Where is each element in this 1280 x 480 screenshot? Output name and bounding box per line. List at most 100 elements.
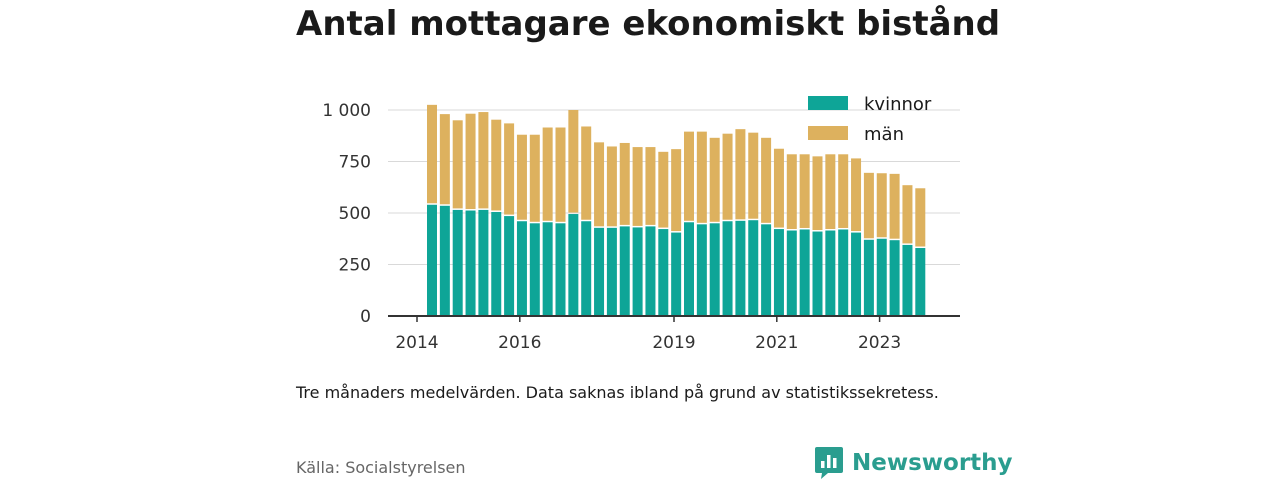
bar-kvinnor	[722, 221, 733, 316]
x-tick-label: 2014	[395, 333, 438, 353]
bar-man	[542, 127, 553, 221]
bar-man	[427, 104, 437, 204]
bar-kvinnor	[812, 231, 823, 316]
bar-kvinnor	[773, 229, 784, 316]
bar-kvinnor	[542, 222, 553, 316]
bar-kvinnor	[684, 222, 694, 316]
bar-kvinnor	[568, 214, 579, 316]
bar-man	[645, 147, 656, 225]
bar-kvinnor	[504, 216, 515, 316]
bar-man	[478, 112, 489, 209]
bar-kvinnor	[555, 223, 566, 316]
bar-man	[812, 156, 823, 231]
bar-man	[671, 149, 682, 232]
bar-man	[748, 132, 759, 219]
bar-kvinnor	[478, 209, 489, 316]
bar-man	[863, 172, 874, 239]
legend-swatch	[808, 96, 848, 110]
bar-man	[529, 134, 540, 222]
x-tick-label: 2021	[755, 333, 798, 353]
bar-man	[709, 137, 720, 222]
brand-name: Newsworthy	[852, 450, 1013, 476]
y-tick-label: 750	[339, 153, 371, 173]
x-tick-label: 2023	[858, 333, 901, 353]
bar-man	[555, 127, 566, 222]
bar-man	[889, 173, 900, 239]
x-tick-label: 2016	[498, 333, 541, 353]
bar-kvinnor	[902, 244, 913, 316]
bar-man	[876, 173, 887, 238]
bars	[427, 104, 926, 316]
bar-man	[504, 123, 515, 215]
bar-man	[452, 120, 463, 209]
bar-man	[516, 134, 527, 220]
bar-man	[606, 146, 617, 227]
bar-man	[684, 131, 694, 221]
bar-kvinnor	[516, 221, 527, 316]
bar-man	[773, 148, 784, 228]
bar-man	[825, 154, 836, 230]
bar-kvinnor	[876, 238, 887, 316]
bar-kvinnor	[786, 230, 797, 316]
brand-logo: Newsworthy	[814, 446, 1013, 480]
bar-kvinnor	[863, 239, 874, 316]
y-axis-labels: 0 250 500 750 1 000	[322, 101, 371, 327]
y-tick-label: 250	[339, 256, 371, 276]
bar-kvinnor	[735, 220, 746, 316]
bar-kvinnor	[529, 223, 540, 316]
bar-kvinnor	[696, 224, 707, 316]
bar-man	[915, 188, 926, 247]
bar-man	[581, 126, 592, 220]
bar-kvinnor	[645, 226, 656, 316]
bar-man	[838, 154, 849, 228]
bar-kvinnor	[619, 226, 630, 316]
x-tick-label: 2019	[652, 333, 695, 353]
y-tick-label: 1 000	[322, 101, 371, 121]
bar-kvinnor	[439, 205, 450, 316]
y-tick-label: 500	[339, 204, 371, 224]
legend-swatch	[808, 126, 848, 140]
newsworthy-logo-icon	[815, 447, 843, 479]
source-credit: Källa: Socialstyrelsen	[296, 458, 466, 477]
bar-kvinnor	[671, 232, 682, 316]
bar-kvinnor	[452, 209, 463, 316]
bar-kvinnor	[581, 221, 592, 316]
bar-kvinnor	[465, 210, 476, 316]
bar-kvinnor	[658, 229, 669, 316]
chart-title: Antal mottagare ekonomiskt bistånd	[296, 4, 1001, 44]
bar-man	[632, 147, 643, 226]
x-axis-labels: 2014 2016 2019 2021 2023	[395, 333, 901, 353]
bar-man	[735, 129, 746, 220]
bar-kvinnor	[491, 211, 502, 316]
bar-man	[465, 113, 476, 210]
bar-man	[568, 110, 579, 213]
bar-kvinnor	[889, 240, 900, 316]
bar-kvinnor	[761, 224, 772, 316]
bar-man	[491, 119, 502, 211]
bar-kvinnor	[632, 227, 643, 316]
bar-kvinnor	[709, 223, 720, 316]
y-tick-label: 0	[360, 307, 371, 327]
bar-kvinnor	[427, 204, 437, 316]
bar-man	[619, 142, 630, 225]
chart-note: Tre månaders medelvärden. Data saknas ib…	[296, 383, 939, 402]
bar-man	[594, 142, 605, 227]
bar-man	[799, 154, 810, 228]
bar-kvinnor	[606, 227, 617, 316]
x-axis	[388, 315, 960, 322]
bar-man	[761, 137, 772, 223]
bar-man	[439, 114, 450, 205]
bar-kvinnor	[838, 229, 849, 316]
bar-kvinnor	[825, 230, 836, 316]
bar-kvinnor	[915, 248, 926, 316]
legend-label: kvinnor	[864, 94, 932, 115]
bar-man	[851, 158, 862, 232]
bar-kvinnor	[594, 227, 605, 316]
bar-man	[902, 185, 913, 244]
bar-man	[786, 154, 797, 230]
bar-man	[658, 151, 669, 228]
legend: kvinnor män	[808, 94, 932, 145]
legend-label: män	[864, 124, 904, 145]
bar-kvinnor	[748, 220, 759, 316]
